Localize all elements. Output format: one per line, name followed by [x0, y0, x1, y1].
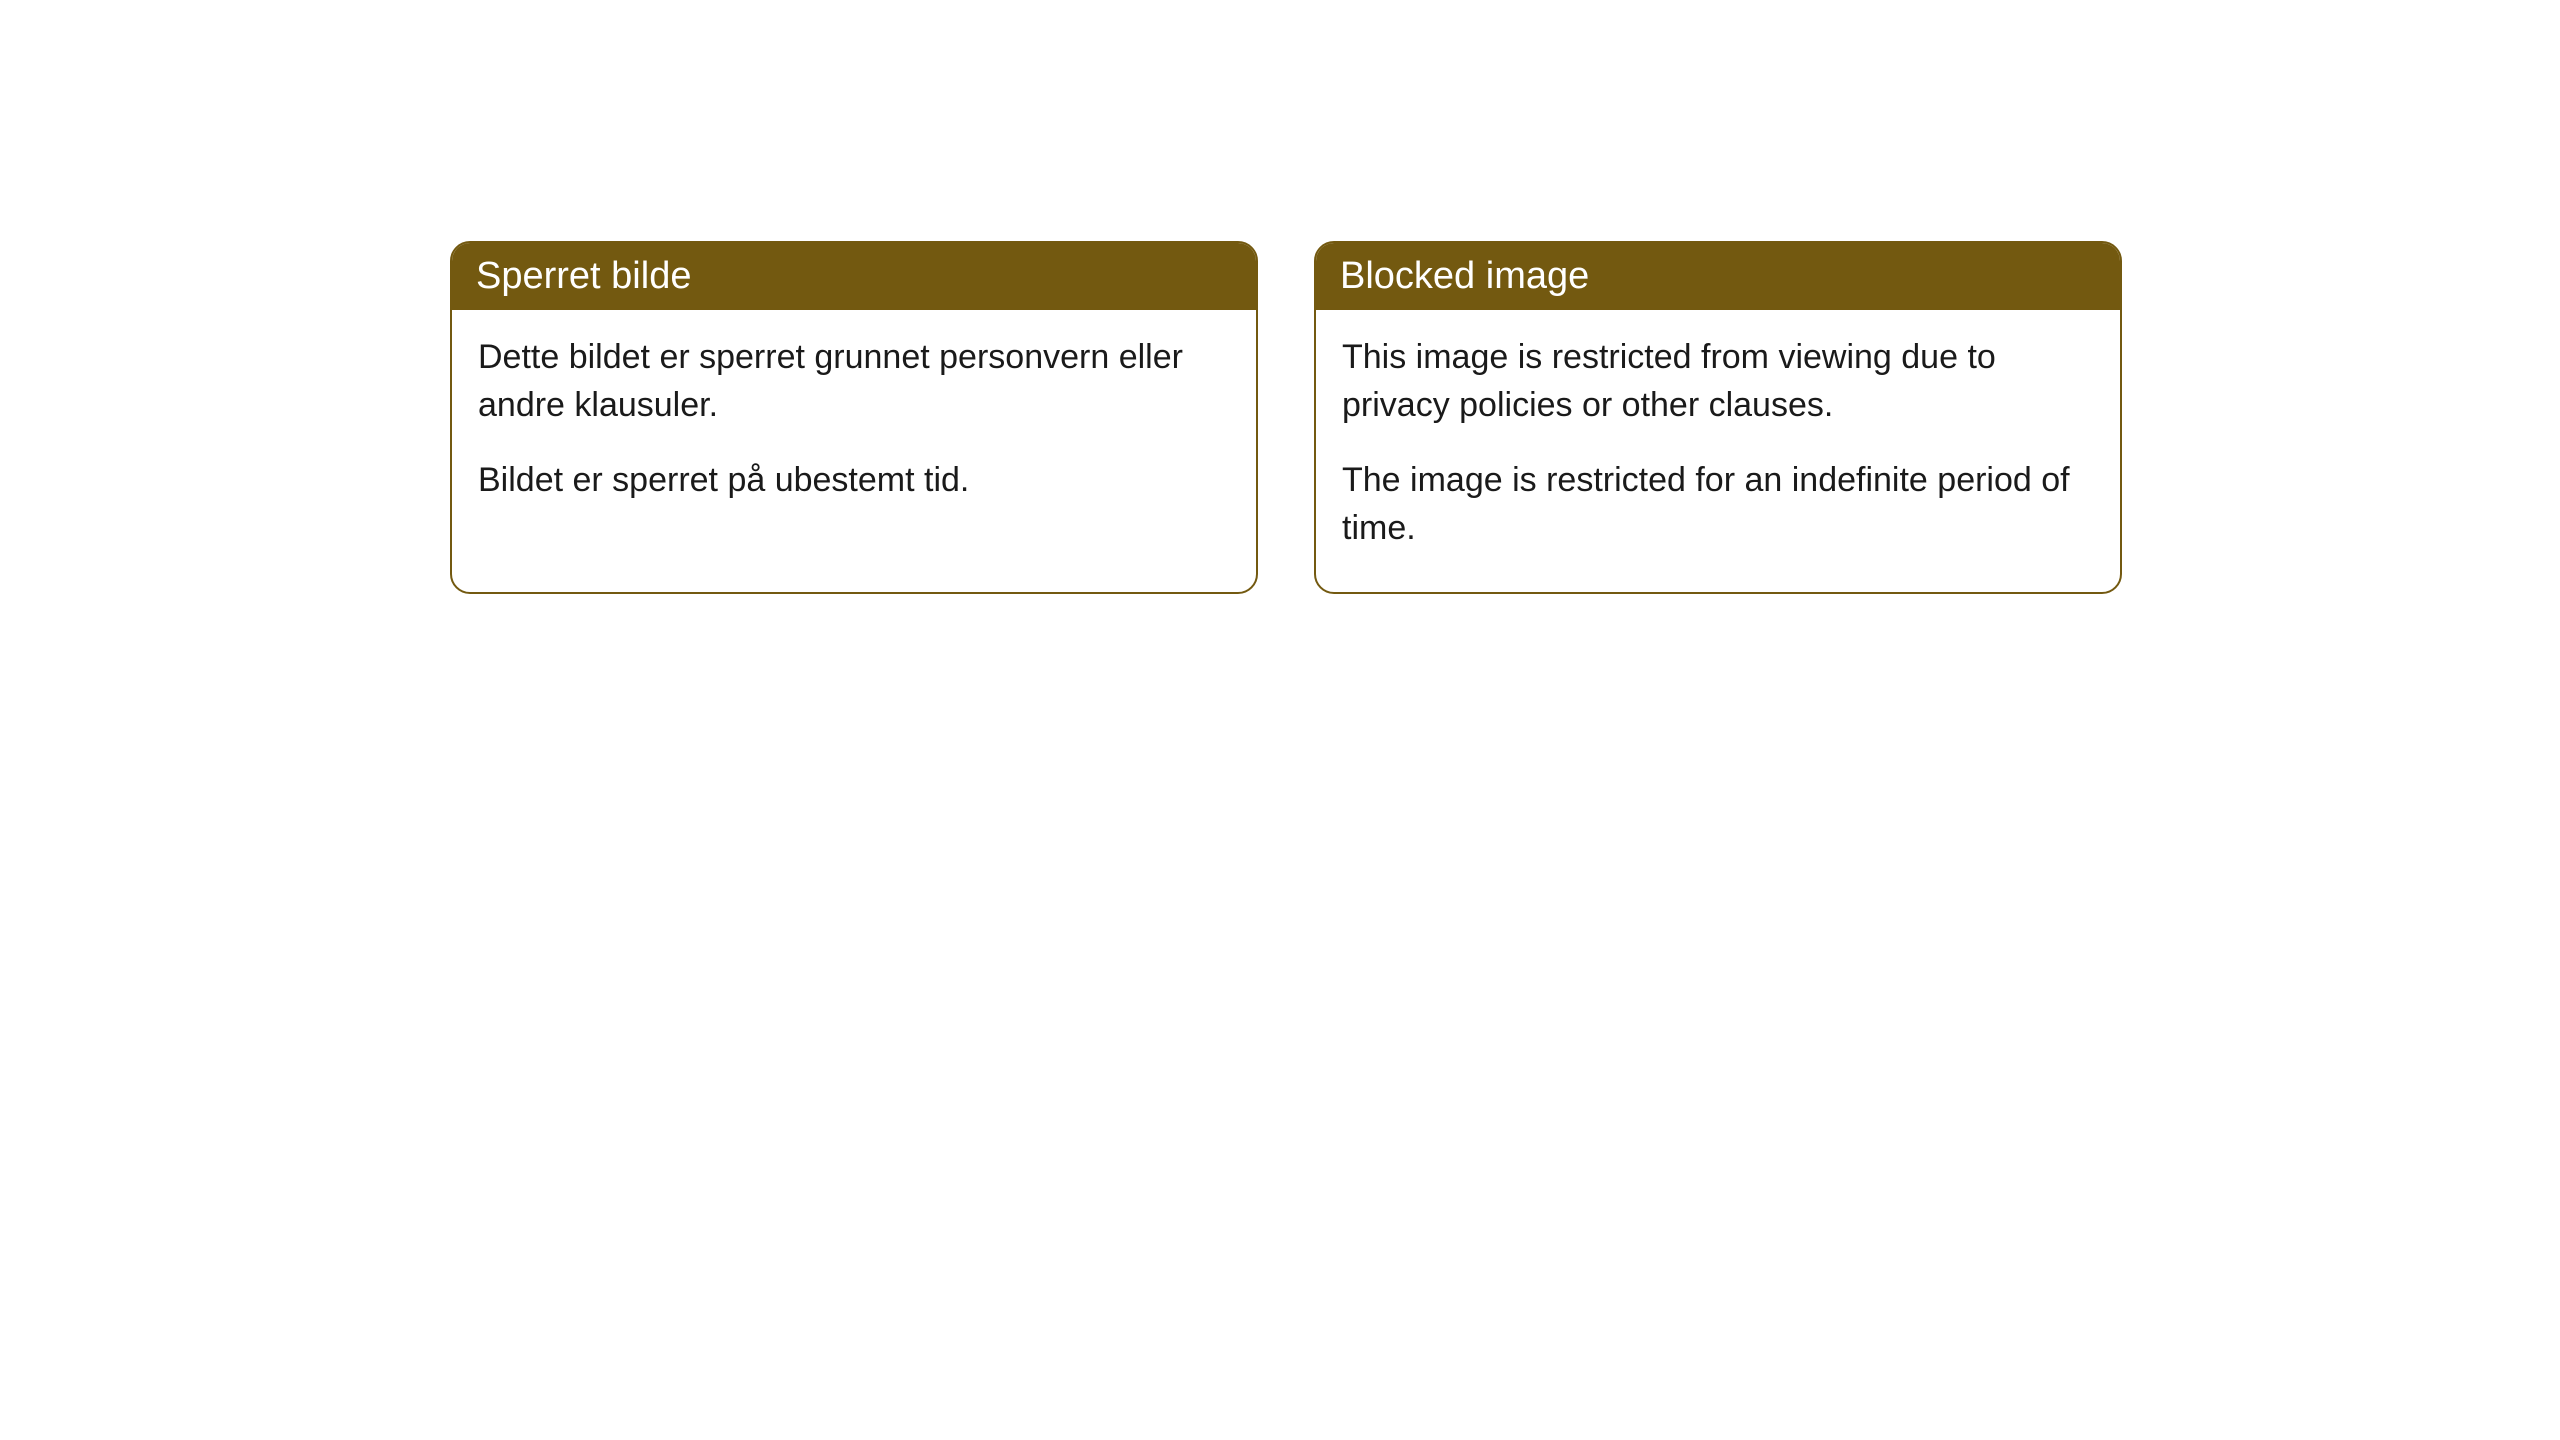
blocked-image-card-norwegian: Sperret bilde Dette bildet er sperret gr…	[450, 241, 1258, 594]
card-paragraph-2: Bildet er sperret på ubestemt tid.	[478, 457, 1230, 505]
message-cards-container: Sperret bilde Dette bildet er sperret gr…	[450, 241, 2122, 594]
card-header-english: Blocked image	[1316, 243, 2120, 310]
card-paragraph-1: This image is restricted from viewing du…	[1342, 334, 2094, 429]
card-paragraph-1: Dette bildet er sperret grunnet personve…	[478, 334, 1230, 429]
card-header-norwegian: Sperret bilde	[452, 243, 1256, 310]
card-title: Blocked image	[1340, 255, 1589, 297]
card-title: Sperret bilde	[476, 255, 691, 297]
card-paragraph-2: The image is restricted for an indefinit…	[1342, 457, 2094, 552]
blocked-image-card-english: Blocked image This image is restricted f…	[1314, 241, 2122, 594]
card-body-english: This image is restricted from viewing du…	[1316, 310, 2120, 592]
card-body-norwegian: Dette bildet er sperret grunnet personve…	[452, 310, 1256, 545]
